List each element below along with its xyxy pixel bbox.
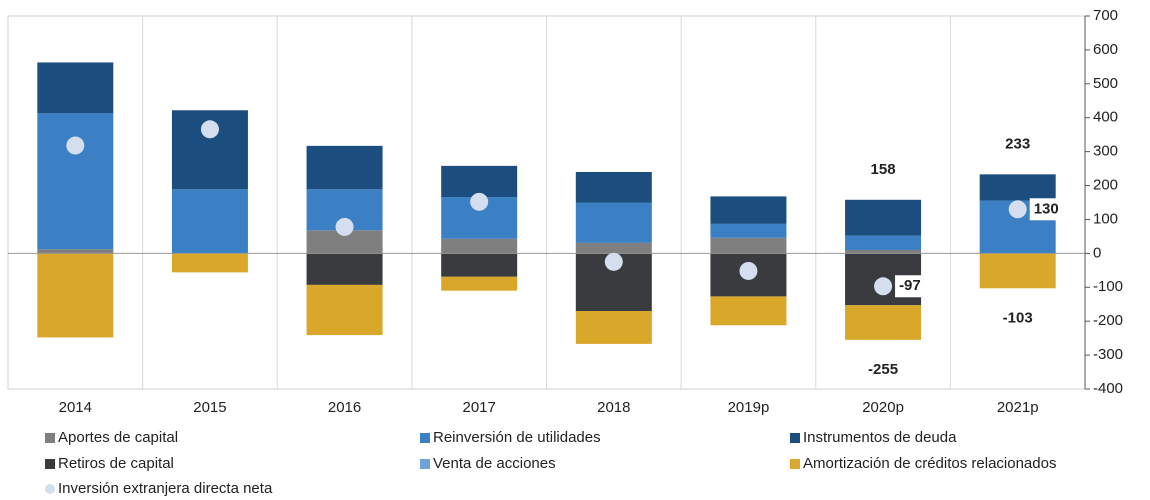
y-tick-label: 100 [1093,210,1118,227]
legend-swatch [45,459,55,469]
bar [306,230,383,254]
legend-label: Aportes de capital [58,429,178,446]
bar [306,284,383,336]
y-tick-label: 700 [1093,7,1118,24]
bar [979,174,1056,201]
marker [66,136,85,155]
y-tick-label: 500 [1093,75,1118,92]
bar [171,189,248,254]
total-label: 158 [871,161,896,178]
marker-label: 130 [1034,200,1059,217]
total-label: 233 [1005,135,1030,152]
legend-label: Instrumentos de deuda [803,429,957,446]
x-tick-label: 2019p [728,399,770,416]
legend-swatch [420,433,430,443]
x-tick-label: 2016 [328,399,361,416]
bar [441,253,518,277]
legend-label: Inversión extranjera directa neta [58,480,273,497]
bar [441,165,518,198]
bar [845,305,922,340]
bar [710,223,787,238]
bar [575,242,652,254]
bar [575,171,652,203]
marker [739,261,758,280]
bar [979,253,1056,289]
x-tick-label: 2018 [597,399,630,416]
x-tick-label: 2015 [193,399,226,416]
label-box [895,275,925,298]
marker-label: -97 [899,277,921,294]
bar [845,249,922,254]
x-tick-label: 2021p [997,399,1039,416]
y-tick-label: -100 [1093,278,1123,295]
bar [441,276,518,291]
legend-label: Venta de acciones [433,455,556,472]
marker [1008,200,1027,219]
legend-label: Reinversión de utilidades [433,429,601,446]
legend-swatch [45,433,55,443]
legend-swatch [790,459,800,469]
bar [710,196,787,224]
marker [335,217,354,236]
marker [874,277,893,296]
marker [200,120,219,139]
bar [845,235,922,250]
marker [470,192,489,211]
label-box [1029,198,1063,221]
bar [710,237,787,254]
x-tick-label: 2014 [59,399,92,416]
bar [37,62,114,114]
bar [575,202,652,243]
bar [710,296,787,326]
total-label: -103 [1003,309,1033,326]
y-tick-label: 300 [1093,143,1118,160]
legend-marker [45,484,55,494]
bar [37,249,114,254]
bar [306,253,383,285]
marker [604,252,623,271]
y-tick-label: 400 [1093,109,1118,126]
y-tick-label: 200 [1093,177,1118,194]
legend-label: Amortización de créditos relacionados [803,455,1056,472]
y-tick-label: -300 [1093,346,1123,363]
bar [845,199,922,236]
bar [575,311,652,344]
bar [441,238,518,254]
x-tick-label: 2020p [862,399,904,416]
y-tick-label: -400 [1093,380,1123,397]
y-tick-label: 0 [1093,244,1101,261]
x-tick-label: 2017 [463,399,496,416]
y-tick-label: 600 [1093,41,1118,58]
legend-swatch [420,459,430,469]
legend-swatch [790,433,800,443]
total-label: -255 [868,361,898,378]
bar [306,145,383,190]
y-tick-label: -200 [1093,312,1123,329]
bar [171,253,248,273]
bar [37,253,114,338]
legend-label: Retiros de capital [58,455,174,472]
bar [37,113,114,250]
